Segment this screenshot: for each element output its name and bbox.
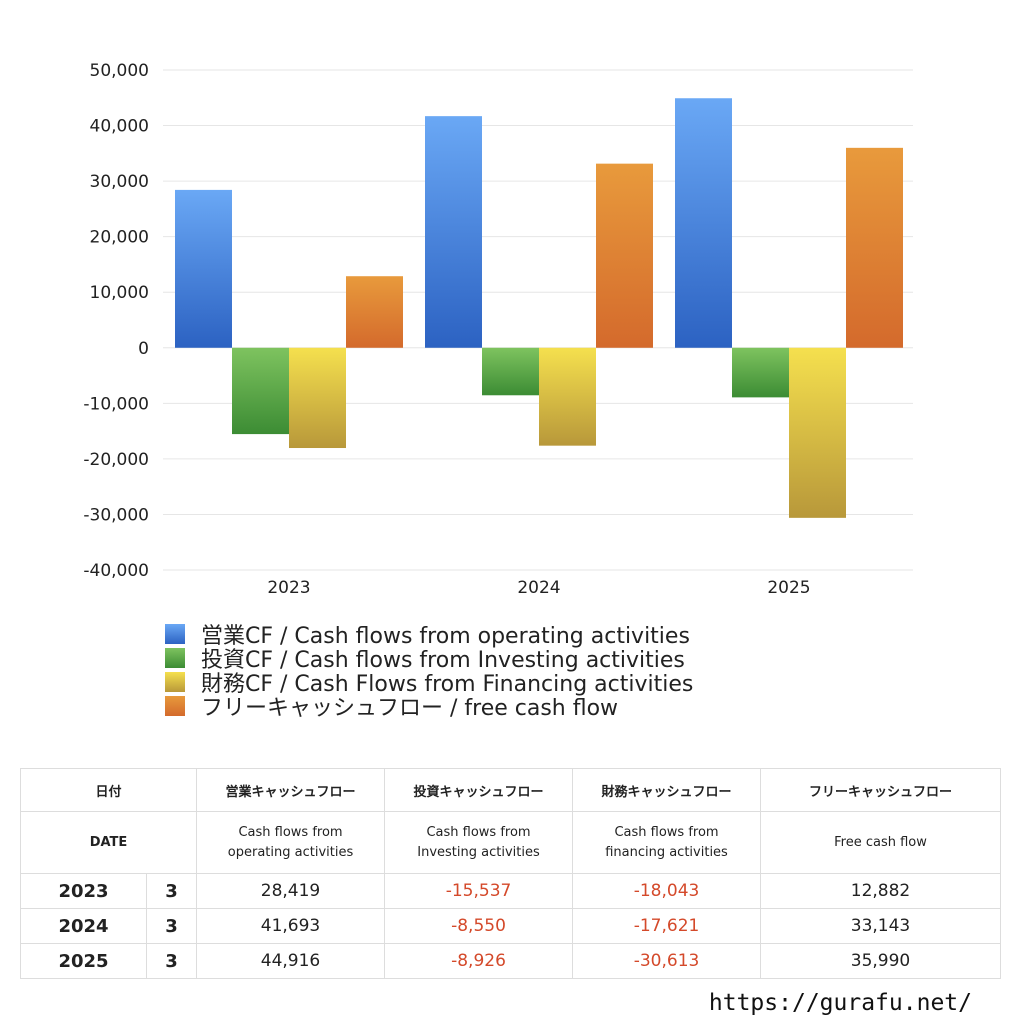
- bar-investing-2025: [732, 347, 789, 398]
- table-header-en: DATE Cash flows from operating activitie…: [19, 811, 1002, 874]
- header-financing-en: Cash flows from financing activities: [572, 811, 762, 874]
- cell-financing: -18,043: [572, 873, 762, 909]
- bar-free-cash-flow-2023: [346, 276, 403, 348]
- y-tick-label: 30,000: [90, 172, 149, 192]
- legend-swatch-operating: [165, 624, 185, 644]
- y-tick-label: 10,000: [90, 283, 149, 303]
- header-line: Investing activities: [417, 844, 540, 860]
- table-row: 2024 3 41,693 -8,550 -17,621 33,143: [20, 908, 1002, 944]
- legend-item-investing: 投資CF / Cash flows from Investing activit…: [165, 646, 693, 673]
- cell-investing: -8,926: [384, 943, 574, 979]
- table-header-jp: 日付 営業キャッシュフロー 投資キャッシュフロー 財務キャッシュフロー フリーキ…: [19, 768, 1002, 812]
- table-row: 2023 3 28,419 -15,537 -18,043 12,882: [20, 873, 1002, 909]
- bar-investing-2024: [482, 347, 539, 396]
- y-axis-ticks: 50,000 40,000 30,000 20,000 10,000 0 -10,000 -2…: [83, 61, 149, 581]
- legend-item-free-cash-flow: フリーキャッシュフロー / free cash flow: [165, 694, 693, 721]
- cell-year: 2023: [20, 873, 147, 909]
- header-line: Cash flows from: [614, 824, 719, 840]
- y-tick-label: -40,000: [83, 561, 149, 581]
- y-tick-label: -30,000: [83, 505, 149, 525]
- cell-financing: -17,621: [572, 908, 762, 944]
- legend-label: 営業CF / Cash flows from operating activit…: [201, 624, 690, 649]
- legend-swatch-financing: [165, 672, 185, 692]
- chart-legend: 営業CF / Cash flows from operating activit…: [165, 622, 693, 721]
- header-line: financing activities: [605, 844, 728, 860]
- bar-investing-2023: [232, 347, 289, 435]
- cell-year: 2025: [20, 943, 147, 979]
- table-row: 2025 3 44,916 -8,926 -30,613 35,990: [20, 943, 1002, 979]
- y-tick-label: 0: [138, 339, 149, 359]
- bar-operating-2024: [425, 116, 482, 348]
- header-line: Cash flows from: [238, 824, 343, 840]
- site-url[interactable]: https://gurafu.net/: [708, 990, 972, 1016]
- cash-flow-chart: 50,000 40,000 30,000 20,000 10,000 0 -10,000 -2…: [83, 61, 913, 598]
- cell-month: 3: [145, 873, 198, 909]
- bar-operating-2023: [175, 189, 232, 348]
- cell-month: 3: [145, 908, 198, 944]
- cell-year: 2024: [20, 908, 147, 944]
- cell-investing: -15,537: [384, 873, 574, 909]
- legend-item-operating: 営業CF / Cash flows from operating activit…: [165, 622, 693, 649]
- header-investing-jp: 投資キャッシュフロー: [384, 768, 574, 812]
- header-operating-en: Cash flows from operating activities: [196, 811, 386, 874]
- y-tick-label: -20,000: [83, 450, 149, 470]
- header-fcf-jp: フリーキャッシュフロー: [760, 768, 1002, 812]
- cell-operating: 28,419: [196, 873, 386, 909]
- header-fcf-en: Free cash flow: [760, 811, 1002, 874]
- header-operating-jp: 営業キャッシュフロー: [196, 768, 386, 812]
- x-tick-label: 2025: [767, 578, 810, 598]
- cell-financing: -30,613: [572, 943, 762, 979]
- chart-bars: [175, 98, 903, 518]
- x-tick-label: 2023: [267, 578, 310, 598]
- bar-financing-2024: [539, 347, 596, 446]
- cell-operating: 41,693: [196, 908, 386, 944]
- cell-operating: 44,916: [196, 943, 386, 979]
- y-tick-label: -10,000: [83, 394, 149, 414]
- y-tick-label: 50,000: [90, 61, 149, 81]
- legend-label: フリーキャッシュフロー / free cash flow: [201, 696, 619, 721]
- header-date-en: DATE: [19, 811, 198, 874]
- bar-free-cash-flow-2024: [596, 163, 653, 348]
- header-line: Cash flows from: [426, 824, 531, 840]
- cell-fcf: 33,143: [760, 908, 1002, 944]
- cell-month: 3: [145, 943, 198, 979]
- cash-flow-table: 日付 営業キャッシュフロー 投資キャッシュフロー 財務キャッシュフロー フリーキ…: [19, 768, 1002, 979]
- bar-operating-2025: [675, 98, 732, 348]
- header-line: operating activities: [227, 844, 354, 860]
- legend-label: 投資CF / Cash flows from Investing activit…: [201, 648, 685, 673]
- header-line: Free cash flow: [834, 834, 927, 850]
- bar-financing-2025: [789, 347, 846, 518]
- y-tick-label: 40,000: [90, 117, 149, 137]
- legend-label: 財務CF / Cash Flows from Financing activit…: [201, 672, 694, 697]
- cell-investing: -8,550: [384, 908, 574, 944]
- y-tick-label: 20,000: [90, 228, 149, 248]
- cell-fcf: 35,990: [760, 943, 1002, 979]
- cell-fcf: 12,882: [760, 873, 1002, 909]
- header-financing-jp: 財務キャッシュフロー: [572, 768, 762, 812]
- legend-swatch-free-cash-flow: [165, 696, 185, 716]
- header-date-jp: 日付: [19, 768, 198, 812]
- header-investing-en: Cash flows from Investing activities: [384, 811, 574, 874]
- legend-swatch-investing: [165, 648, 185, 668]
- legend-item-financing: 財務CF / Cash Flows from Financing activit…: [165, 670, 693, 697]
- x-tick-label: 2024: [517, 578, 560, 598]
- bar-financing-2023: [289, 347, 346, 449]
- bar-free-cash-flow-2025: [846, 147, 903, 348]
- x-axis-ticks: 2023 2024 2025: [267, 578, 810, 598]
